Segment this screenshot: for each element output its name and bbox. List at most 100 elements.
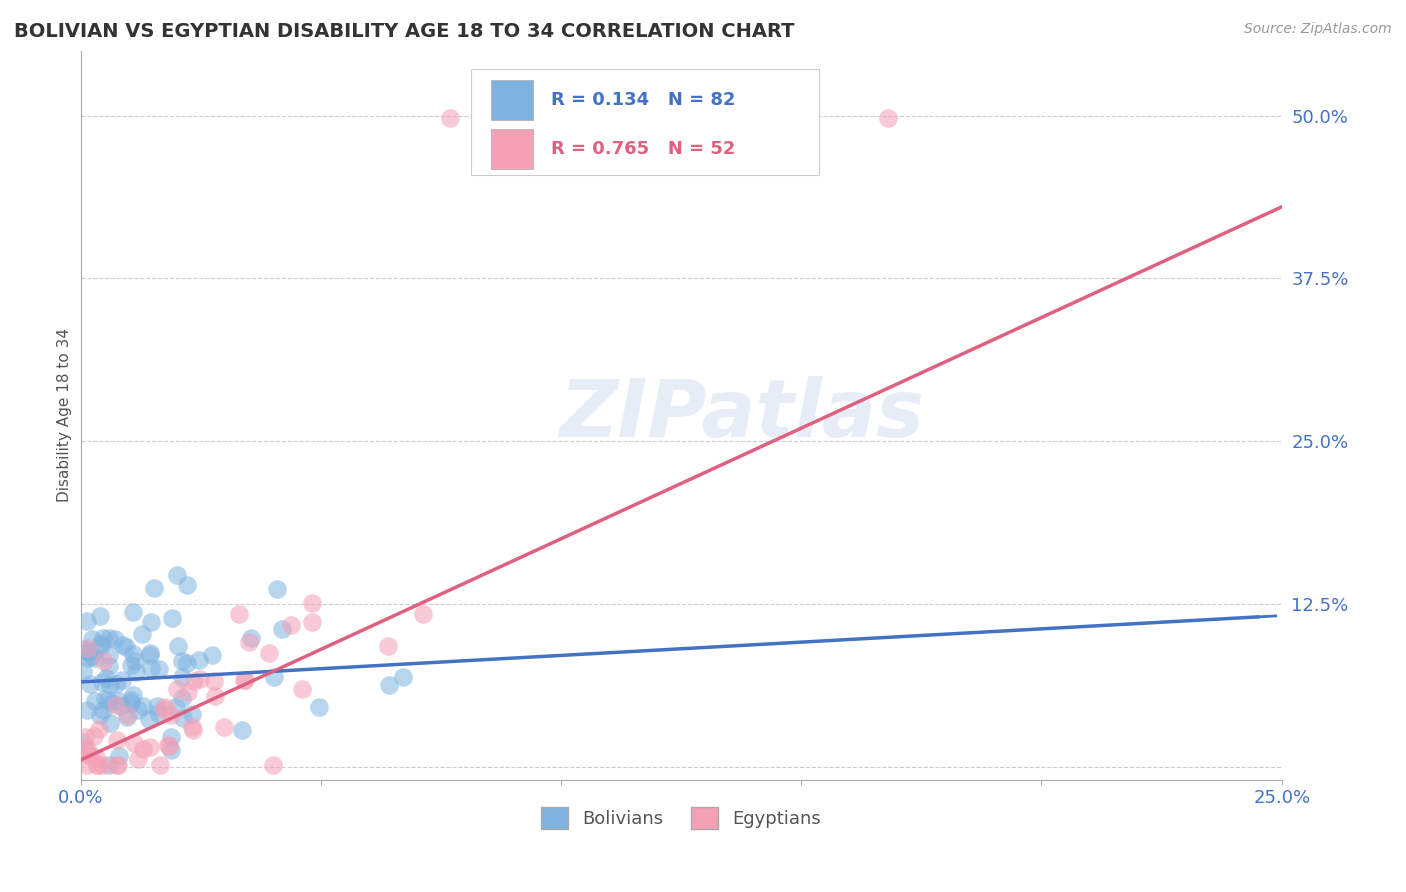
- Point: [104, 698, 127, 713]
- Point: [166, 682, 188, 697]
- Point: [105, 677, 128, 691]
- Point: [139, 740, 162, 755]
- Point: [104, 632, 127, 647]
- Text: ZIPatlas: ZIPatlas: [558, 376, 924, 454]
- Point: [111, 638, 134, 652]
- Point: [160, 611, 183, 625]
- Point: [876, 112, 898, 126]
- Point: [204, 689, 226, 703]
- Legend: Bolivians, Egyptians: Bolivians, Egyptians: [534, 800, 828, 836]
- Point: [82, 632, 104, 647]
- Point: [122, 736, 145, 750]
- Point: [82, 648, 104, 663]
- Point: [89, 609, 111, 624]
- Point: [377, 640, 399, 654]
- Text: R = 0.134   N = 82: R = 0.134 N = 82: [551, 91, 735, 109]
- Point: [160, 743, 183, 757]
- Text: BOLIVIAN VS EGYPTIAN DISABILITY AGE 18 TO 34 CORRELATION CHART: BOLIVIAN VS EGYPTIAN DISABILITY AGE 18 T…: [14, 22, 794, 41]
- Point: [83, 729, 105, 743]
- Point: [271, 623, 294, 637]
- Point: [170, 654, 193, 668]
- Point: [146, 706, 169, 720]
- Point: [84, 750, 107, 764]
- Point: [75, 645, 97, 659]
- Point: [110, 673, 132, 687]
- Point: [86, 758, 108, 772]
- Point: [120, 692, 142, 706]
- Point: [141, 615, 163, 629]
- FancyBboxPatch shape: [471, 69, 820, 175]
- Point: [214, 720, 236, 734]
- Point: [308, 699, 330, 714]
- Point: [72, 734, 94, 748]
- Point: [76, 758, 98, 772]
- Point: [143, 581, 166, 595]
- Point: [89, 637, 111, 651]
- Point: [87, 723, 110, 737]
- Point: [131, 627, 153, 641]
- Point: [77, 645, 100, 659]
- Point: [77, 640, 100, 655]
- Point: [239, 631, 262, 645]
- Point: [392, 671, 415, 685]
- Point: [76, 614, 98, 628]
- Point: [233, 673, 256, 687]
- Point: [79, 677, 101, 691]
- Text: Source: ZipAtlas.com: Source: ZipAtlas.com: [1244, 22, 1392, 37]
- Point: [172, 670, 194, 684]
- Point: [263, 669, 285, 683]
- Point: [76, 741, 98, 756]
- Point: [125, 665, 148, 679]
- Point: [157, 739, 180, 753]
- Point: [139, 646, 162, 660]
- Point: [262, 758, 284, 772]
- Point: [122, 647, 145, 661]
- Point: [107, 758, 129, 772]
- Point: [188, 653, 211, 667]
- Point: [90, 640, 112, 654]
- Point: [120, 657, 142, 672]
- Point: [183, 673, 205, 688]
- Text: R = 0.765   N = 52: R = 0.765 N = 52: [551, 140, 735, 158]
- Point: [138, 648, 160, 662]
- Point: [228, 607, 250, 622]
- Point: [202, 673, 225, 688]
- Point: [120, 696, 142, 710]
- Point: [165, 700, 187, 714]
- Point: [156, 738, 179, 752]
- FancyBboxPatch shape: [491, 129, 533, 169]
- Point: [155, 699, 177, 714]
- Point: [96, 671, 118, 685]
- Point: [132, 699, 155, 714]
- Point: [301, 615, 323, 629]
- Point: [98, 716, 121, 731]
- Point: [93, 654, 115, 668]
- Point: [172, 690, 194, 705]
- Point: [114, 640, 136, 654]
- Point: [108, 693, 131, 707]
- Point: [257, 646, 280, 660]
- Point: [108, 748, 131, 763]
- Point: [149, 758, 172, 772]
- Point: [127, 703, 149, 717]
- Point: [97, 631, 120, 645]
- Point: [107, 758, 129, 772]
- Point: [160, 707, 183, 722]
- Y-axis label: Disability Age 18 to 34: Disability Age 18 to 34: [58, 328, 72, 502]
- Point: [139, 661, 162, 675]
- Point: [91, 703, 114, 717]
- Point: [79, 749, 101, 764]
- Point: [93, 691, 115, 706]
- Point: [172, 711, 194, 725]
- Point: [412, 607, 434, 622]
- Point: [166, 568, 188, 582]
- Point: [89, 708, 111, 723]
- Point: [266, 582, 288, 596]
- Point: [160, 730, 183, 744]
- Point: [115, 709, 138, 723]
- Point: [98, 648, 121, 662]
- Point: [97, 659, 120, 673]
- Point: [188, 672, 211, 686]
- Point: [176, 656, 198, 670]
- Point: [180, 707, 202, 722]
